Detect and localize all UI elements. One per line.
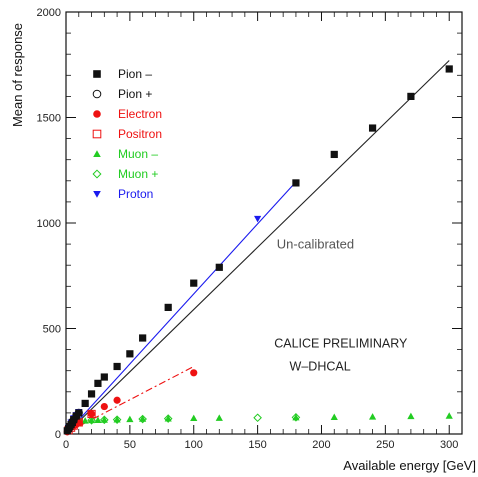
data-point [292, 414, 299, 420]
data-point [94, 380, 101, 387]
annotation-text: W–DHCAL [290, 360, 351, 374]
legend-label: Proton [118, 187, 153, 201]
legend-label: Pion + [118, 87, 152, 101]
data-point [407, 93, 414, 100]
data-point [407, 413, 414, 419]
data-point [331, 414, 338, 420]
legend-marker [93, 90, 101, 98]
data-point [292, 179, 299, 186]
data-point [216, 264, 223, 271]
legend-label: Electron [118, 107, 162, 121]
legend-label: Pion – [118, 67, 152, 81]
legend-label: Muon + [118, 167, 158, 181]
annotations: Un-calibrated CALICE PRELIMINARY W–DHCAL [274, 236, 408, 373]
legend-marker [93, 130, 101, 138]
legend-marker [93, 110, 101, 118]
y-tick-label: 1500 [37, 113, 61, 125]
legend-label: Muon – [118, 147, 158, 161]
annotation-text: CALICE PRELIMINARY [274, 336, 408, 350]
data-point [82, 400, 89, 407]
x-tick-label: 150 [248, 439, 266, 451]
data-point [113, 363, 120, 370]
x-tick-label: 100 [185, 439, 203, 451]
data-point [190, 415, 197, 421]
data-point [190, 280, 197, 287]
x-tick-label: 250 [376, 439, 394, 451]
legend-label: Positron [118, 127, 162, 141]
legend-marker [93, 191, 101, 198]
legend-marker [93, 150, 101, 157]
data-point [88, 410, 95, 417]
x-tick-label: 300 [440, 439, 458, 451]
annotation-text: Un-calibrated [277, 236, 354, 251]
y-tick-label: 0 [55, 429, 61, 441]
data-point [126, 350, 133, 357]
data-point [446, 65, 453, 72]
y-tick-label: 500 [43, 324, 61, 336]
data-point [101, 403, 108, 410]
data-point [113, 397, 120, 404]
data-point [369, 124, 376, 131]
data-point [190, 369, 197, 376]
data-point [216, 414, 223, 420]
y-tick-label: 2000 [37, 7, 61, 19]
data-point [331, 151, 338, 158]
y-axis-label: Mean of response [10, 23, 25, 127]
y-tick-label: 1000 [37, 218, 61, 230]
legend-marker [93, 70, 101, 78]
data-point [446, 412, 453, 418]
x-tick-label: 200 [312, 439, 330, 451]
data-point [101, 373, 108, 380]
data-point [101, 416, 108, 422]
data-point [254, 414, 261, 421]
x-tick-label: 50 [124, 439, 136, 451]
x-axis-label: Available energy [GeV] [343, 458, 476, 473]
data-point [75, 409, 82, 416]
data-point [165, 415, 172, 421]
data-point [126, 416, 133, 422]
data-point [88, 390, 95, 397]
data-point [165, 304, 172, 311]
fit-line [66, 182, 296, 434]
legend: Pion – Pion + Electron Positron Muon – Muon +… [93, 67, 162, 201]
data-point [113, 416, 120, 422]
data-point [369, 413, 376, 419]
data-point [139, 334, 146, 341]
x-tick-label: 0 [63, 439, 69, 451]
legend-marker [93, 170, 101, 178]
